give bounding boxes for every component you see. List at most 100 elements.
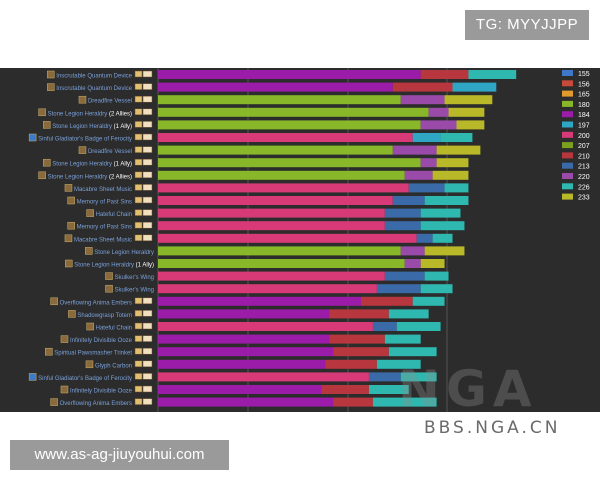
- bar-segment: [333, 347, 389, 357]
- item-icon: [65, 259, 73, 268]
- item-icon: [43, 121, 51, 129]
- legend-swatch: [562, 152, 573, 159]
- covenant-icon: [134, 385, 143, 393]
- row-label: Macabre Sheet Music: [74, 187, 132, 193]
- legend-label: 156: [578, 81, 590, 88]
- row-label: Overflowing Anima Embers: [60, 401, 132, 407]
- bar-segment: [372, 397, 437, 407]
- socket-icon: [142, 234, 153, 242]
- bar-segment: [412, 296, 445, 306]
- covenant-icon: [134, 108, 143, 116]
- legend-swatch: [562, 111, 573, 118]
- legend-swatch: [562, 173, 573, 179]
- bar-segment: [158, 246, 401, 256]
- item-icon: [50, 297, 58, 306]
- legend-label: 207: [578, 143, 590, 150]
- row-label: Sinful Gladiator's Badge of Ferocity: [38, 376, 132, 382]
- bar-segment: [408, 183, 445, 193]
- socket-icon: [142, 95, 153, 103]
- socket-icon: [142, 385, 153, 393]
- socket-icon: [142, 209, 153, 216]
- socket-icon: [142, 196, 153, 204]
- legend-label: 213: [578, 164, 590, 171]
- row-label: Infinitely Divisible Ooze: [70, 338, 133, 344]
- bar-segment: [384, 208, 421, 218]
- item-icon: [50, 398, 58, 406]
- covenant-icon: [134, 347, 143, 355]
- bar-segment: [158, 221, 385, 231]
- bar-segment: [368, 385, 409, 394]
- item-icon: [86, 322, 94, 331]
- bar-segment: [392, 145, 437, 155]
- row-label: Spiritual Pawsmasher Trinket: [54, 351, 132, 357]
- row-label: Infinitely Divisible Ooze: [70, 389, 133, 395]
- row-label: Hateful Chain: [96, 212, 132, 218]
- bar-segment: [444, 95, 493, 105]
- bar-segment: [321, 385, 369, 394]
- bar-segment: [158, 196, 393, 205]
- bar-segment: [412, 133, 441, 142]
- covenant-icon: [134, 221, 143, 229]
- bar-segment: [158, 296, 361, 306]
- legend-label: 197: [578, 123, 590, 130]
- nga-watermark: NGA: [398, 364, 532, 414]
- row-label: Sinful Gladiator's Badge of Ferocity: [38, 137, 132, 143]
- socket-icon: [142, 108, 153, 116]
- item-icon: [85, 360, 94, 369]
- bar-segment: [420, 208, 461, 218]
- bar-segment: [384, 271, 425, 281]
- bar-segment: [424, 196, 469, 205]
- item-icon: [47, 70, 55, 79]
- bar-segment: [392, 196, 425, 205]
- bar-segment: [158, 334, 330, 344]
- bar-segment: [158, 208, 385, 218]
- bar-segment: [376, 359, 421, 369]
- bar-segment: [158, 70, 421, 79]
- bar-segment: [158, 397, 334, 407]
- bar-segment: [456, 120, 485, 130]
- socket-icon: [142, 146, 153, 153]
- bar-segment: [400, 246, 425, 256]
- legend-label: 233: [578, 195, 590, 202]
- socket-icon: [142, 171, 153, 179]
- covenant-icon: [134, 360, 143, 368]
- legend-label: 184: [578, 112, 590, 119]
- bar-segment: [392, 82, 453, 92]
- item-icon: [43, 158, 51, 167]
- item-icon: [105, 272, 113, 280]
- bar-segment: [158, 120, 421, 130]
- bar-segment: [428, 107, 449, 117]
- socket-icon: [142, 158, 153, 166]
- socket-icon: [142, 133, 153, 141]
- legend-label: 210: [578, 153, 590, 160]
- item-icon: [68, 310, 76, 318]
- bar-segment: [420, 120, 457, 130]
- covenant-icon: [134, 297, 143, 305]
- covenant-icon: [134, 196, 143, 204]
- bar-segment: [400, 372, 437, 382]
- socket-icon: [142, 121, 153, 128]
- socket-icon: [142, 335, 153, 342]
- covenant-icon: [134, 209, 143, 216]
- item-icon: [38, 108, 46, 117]
- legend-swatch: [562, 131, 573, 138]
- stacked-bar-chart: Inscrutable Quantum Device Inscrutable Qu…: [28, 68, 590, 412]
- covenant-icon: [134, 322, 143, 330]
- site-url: www.as-ag-jiuyouhui.com: [10, 440, 229, 470]
- row-label: Inscrutable Quantum Device: [56, 74, 132, 80]
- legend-swatch: [562, 70, 573, 76]
- legend-label: 155: [578, 71, 590, 78]
- covenant-icon: [134, 398, 143, 405]
- bar-segment: [384, 221, 421, 231]
- legend-label: 226: [578, 184, 590, 191]
- bar-segment: [424, 246, 465, 256]
- item-icon: [64, 184, 73, 192]
- socket-icon: [142, 347, 153, 355]
- bar-segment: [158, 309, 330, 319]
- row-label: Stone Legion Heraldry (1 Ally): [74, 263, 154, 269]
- covenant-icon: [134, 121, 143, 128]
- covenant-icon: [134, 133, 143, 141]
- bar-segment: [400, 95, 445, 105]
- socket-icon: [142, 83, 153, 90]
- item-icon: [78, 95, 87, 104]
